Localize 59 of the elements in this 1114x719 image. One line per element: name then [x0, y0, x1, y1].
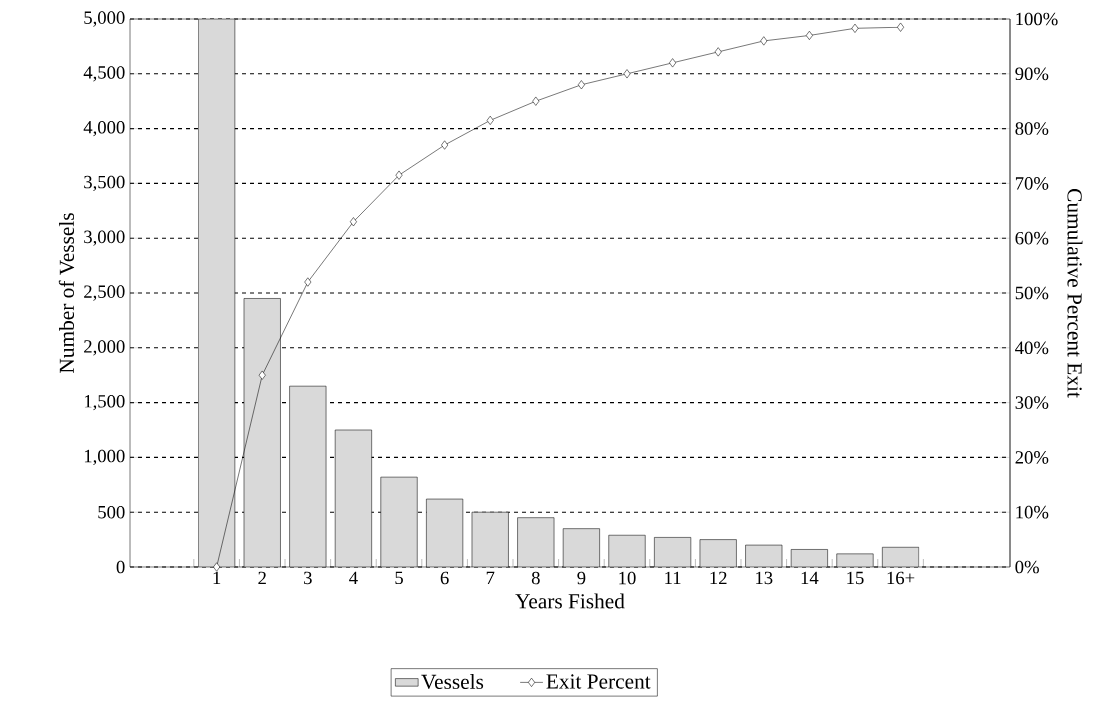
legend-label: Vessels [421, 673, 484, 690]
y2-axis-title: Cumulative Percent Exit [1067, 189, 1083, 398]
point [805, 30, 813, 40]
y2-tick-label: 70% [1015, 177, 1049, 190]
y2-tick-label: 0% [1015, 560, 1039, 574]
point [669, 58, 677, 68]
point [851, 23, 859, 33]
x-tick-label: 14 [801, 571, 819, 585]
x-tick-label: 5 [395, 571, 403, 585]
y2-tick-label: 50% [1015, 286, 1049, 300]
point [441, 140, 449, 150]
point [714, 47, 722, 57]
y2-tick-label: 10% [1016, 505, 1049, 519]
point [532, 96, 540, 106]
x-tick-label: 9 [577, 571, 586, 585]
y-tick-label: 5,000 [84, 11, 125, 27]
x-tick-label: 7 [486, 571, 495, 584]
x-tick-label: 3 [304, 571, 312, 585]
x-tick-label: 4 [349, 571, 358, 584]
point [577, 80, 585, 90]
point [623, 69, 631, 79]
y2-tick-label: 100% [1016, 12, 1058, 26]
y-tick-label: 0 [116, 560, 125, 574]
y2-tick-label: 40% [1015, 341, 1049, 355]
x-tick-label: 12 [710, 571, 727, 585]
y-axis-title: Number of Vessels [58, 213, 75, 373]
x-tick-label: 13 [756, 571, 773, 585]
point [349, 217, 357, 227]
y-tick-label: 4,000 [83, 120, 125, 137]
point [897, 22, 905, 32]
point [258, 370, 266, 380]
y2-tick-label: 60% [1015, 231, 1049, 245]
legend-label: Exit Percent [546, 674, 651, 689]
y2-tick-label: 30% [1015, 396, 1049, 409]
x-tick-label: 8 [531, 571, 540, 585]
point [213, 562, 221, 572]
point [760, 36, 768, 46]
x-tick-label: 1 [213, 571, 221, 585]
x-tick-label: 15 [847, 571, 864, 585]
point [304, 277, 312, 287]
y-tick-label: 4,500 [83, 66, 125, 82]
y2-tick-label: 90% [1015, 67, 1049, 81]
y2-tick-label: 80% [1015, 122, 1049, 135]
y-tick-label: 1,000 [84, 449, 125, 466]
y-tick-label: 2,000 [84, 340, 125, 356]
x-tick-label: 6 [440, 571, 449, 585]
point [395, 170, 403, 180]
x-axis-title: Years Fished [515, 593, 625, 609]
x-tick-label: 2 [258, 571, 266, 585]
y2-tick-label: 20% [1015, 451, 1049, 464]
y-tick-label: 2,500 [84, 285, 125, 301]
x-tick-label: 11 [665, 571, 681, 585]
y-tick-label: 3,000 [84, 230, 125, 246]
point [486, 115, 494, 125]
y-tick-label: 500 [98, 505, 125, 519]
y-tick-label: 1,500 [84, 394, 125, 411]
y-tick-label: 3,500 [84, 175, 125, 192]
x-tick-label: 16+ [887, 571, 915, 585]
x-tick-label: 10 [619, 571, 636, 585]
